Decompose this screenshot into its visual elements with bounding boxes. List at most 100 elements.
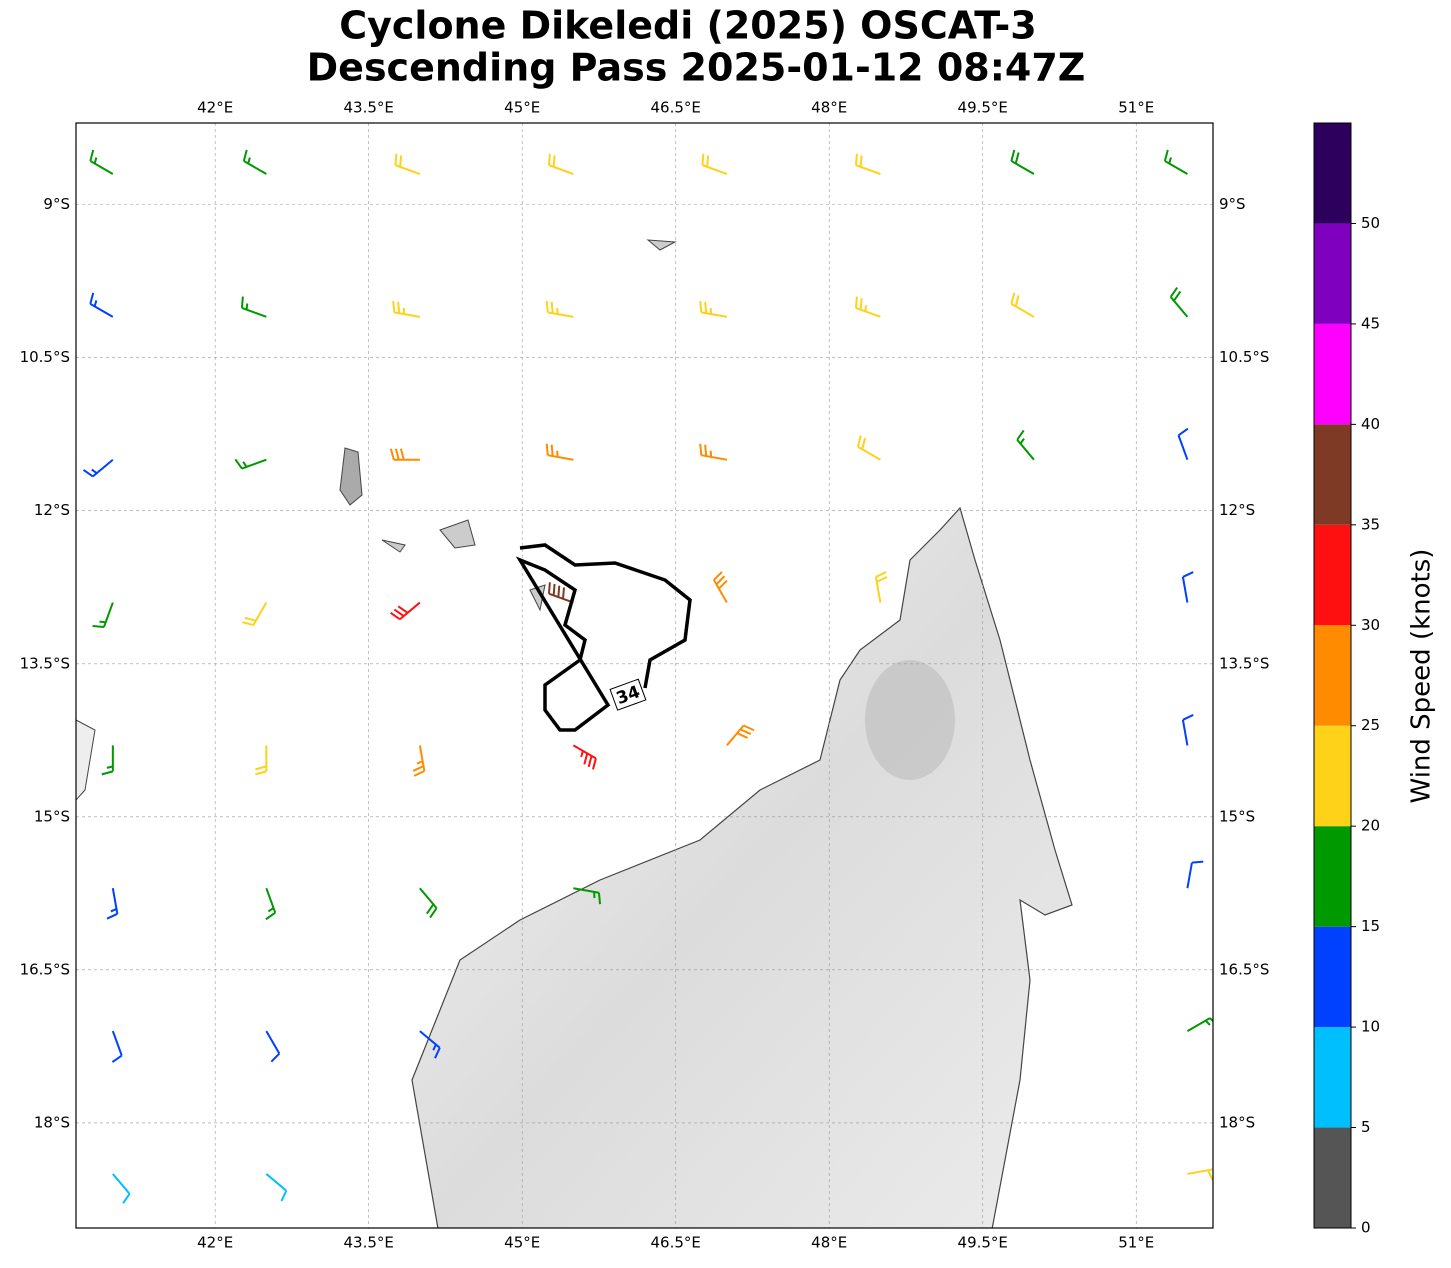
colorbar-frame bbox=[1313, 122, 1352, 1229]
y-tick-label: 10.5°S bbox=[1219, 348, 1269, 366]
colorbar-segment bbox=[1314, 1027, 1351, 1128]
x-tick-label: 49.5°E bbox=[958, 1234, 1008, 1252]
wind-barb bbox=[547, 582, 574, 604]
contour-label-box bbox=[609, 678, 647, 711]
map-area: 34 bbox=[76, 123, 1213, 1228]
colorbar-segment bbox=[1314, 323, 1351, 425]
x-tick-label: 45°E bbox=[504, 99, 540, 117]
y-tick-label: 16.5°S bbox=[20, 960, 70, 978]
x-tick-label: 46.5°E bbox=[651, 1234, 701, 1252]
island bbox=[439, 519, 476, 549]
wind-barb bbox=[713, 571, 728, 604]
wind-barb bbox=[573, 887, 602, 905]
wind-barb bbox=[1181, 714, 1194, 746]
wind-barb bbox=[392, 300, 421, 318]
y-tick-label: 18°S bbox=[1219, 1113, 1255, 1131]
wind-barb bbox=[1187, 1168, 1213, 1182]
wind-barb bbox=[242, 149, 267, 175]
x-tick-label: 42°E bbox=[197, 1234, 233, 1252]
wind-barb bbox=[394, 153, 421, 175]
colorbar-tick-label: 40 bbox=[1361, 415, 1380, 433]
y-tick-label: 18°S bbox=[34, 1113, 70, 1131]
y-tick-label: 9°S bbox=[43, 195, 70, 213]
wind-barb bbox=[255, 745, 268, 776]
colorbar-segment bbox=[1314, 625, 1351, 726]
wind-barb bbox=[1186, 860, 1204, 889]
y-tick-label: 12°S bbox=[1219, 501, 1255, 519]
wind-barb bbox=[265, 1173, 288, 1202]
title-line: Descending Pass 2025-01-12 08:47Z bbox=[307, 46, 1086, 90]
y-tick-label: 15°S bbox=[34, 807, 70, 825]
wind-barb bbox=[874, 571, 888, 603]
wind-barb bbox=[1169, 287, 1189, 318]
colorbar-segment bbox=[1314, 123, 1351, 224]
wind-barb bbox=[89, 149, 114, 175]
wind-barb bbox=[234, 458, 267, 470]
wind-barb bbox=[240, 296, 267, 318]
wind-barb bbox=[101, 745, 114, 776]
colorbar-segment bbox=[1314, 826, 1351, 927]
colorbar-tick-label: 35 bbox=[1361, 515, 1380, 533]
wind-barb bbox=[111, 1030, 123, 1063]
wind-barb bbox=[547, 153, 574, 175]
colorbar-tick-label: 45 bbox=[1361, 314, 1380, 332]
y-tick-label: 15°S bbox=[1219, 807, 1255, 825]
wind-barb bbox=[1016, 429, 1035, 461]
wind-barb bbox=[419, 887, 438, 919]
grid bbox=[76, 123, 1213, 1228]
colorbar-segment bbox=[1314, 926, 1351, 1028]
wind-barb bbox=[412, 745, 426, 777]
colorbar-segment bbox=[1314, 524, 1351, 626]
colorbar-tick-label: 0 bbox=[1361, 1219, 1371, 1237]
wind-barb bbox=[82, 458, 114, 478]
title-line: Cyclone Dikeledi (2025) OSCAT-3 bbox=[339, 4, 1037, 48]
wind-barb bbox=[92, 602, 114, 628]
wind-barb bbox=[389, 448, 420, 461]
wind-barb bbox=[265, 1030, 281, 1063]
colorbar-tick-label: 25 bbox=[1361, 716, 1380, 734]
wind-barb bbox=[1177, 427, 1189, 461]
wind-barb bbox=[545, 300, 574, 318]
wind-barb bbox=[701, 153, 728, 175]
y-tick-label: 16.5°S bbox=[1219, 960, 1269, 978]
wind-barb bbox=[1010, 292, 1035, 318]
x-tick-label: 46.5°E bbox=[651, 99, 701, 117]
wind-barb bbox=[1163, 149, 1188, 175]
wind-barb bbox=[572, 744, 597, 770]
y-tick-label: 9°S bbox=[1219, 195, 1246, 213]
wind-barb bbox=[265, 887, 277, 921]
x-tick-label: 51°E bbox=[1118, 99, 1154, 117]
y-tick-label: 13.5°S bbox=[1219, 654, 1269, 672]
wind-barb bbox=[1010, 149, 1035, 175]
highlands bbox=[865, 660, 955, 780]
x-tick-label: 42°E bbox=[197, 99, 233, 117]
map-frame bbox=[75, 122, 1214, 1229]
wind-barb bbox=[89, 292, 114, 318]
y-tick-label: 12°S bbox=[34, 501, 70, 519]
x-tick-label: 48°E bbox=[811, 99, 847, 117]
wind-barb bbox=[242, 602, 268, 627]
colorbar-tick-label: 15 bbox=[1361, 917, 1380, 935]
colorbar-segment bbox=[1314, 223, 1351, 324]
africa-coast bbox=[76, 719, 96, 801]
wind-barb bbox=[854, 153, 881, 175]
island bbox=[381, 539, 406, 553]
colorbar-tick-label: 30 bbox=[1361, 616, 1380, 634]
wind-barb bbox=[854, 296, 881, 318]
wind-barb bbox=[112, 1173, 131, 1204]
x-tick-label: 43.5°E bbox=[343, 99, 393, 117]
colorbar-segment bbox=[1314, 424, 1351, 525]
x-tick-label: 45°E bbox=[504, 1234, 540, 1252]
x-tick-label: 43.5°E bbox=[343, 1234, 393, 1252]
colorbar-tick-label: 10 bbox=[1361, 1018, 1380, 1036]
wind-barb bbox=[1186, 1017, 1213, 1032]
island bbox=[646, 239, 677, 251]
y-tick-label: 13.5°S bbox=[20, 654, 70, 672]
colorbar-tick-label: 5 bbox=[1361, 1118, 1371, 1136]
island bbox=[339, 447, 363, 506]
wind-barb bbox=[545, 443, 574, 461]
wind-barb bbox=[699, 443, 728, 461]
wind-barb bbox=[419, 1030, 441, 1059]
colorbar-tick-label: 20 bbox=[1361, 817, 1380, 835]
